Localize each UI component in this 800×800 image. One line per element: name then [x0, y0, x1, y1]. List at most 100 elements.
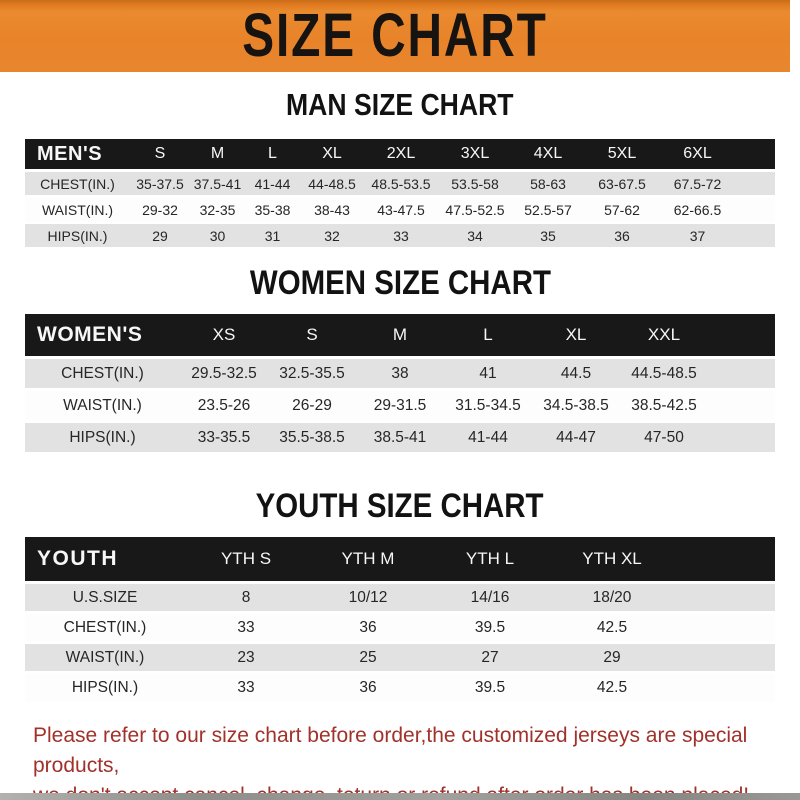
- youth-size-col: YTH L: [429, 537, 551, 581]
- women-heading-text: WOMEN SIZE CHART: [249, 263, 551, 302]
- ussize-value: 14/16: [429, 584, 551, 611]
- hips-value: 39.5: [429, 674, 551, 701]
- men-hips-row: HIPS(IN.) 29 30 31 32 33 34 35 36 37: [25, 224, 775, 247]
- chest-value: 39.5: [429, 614, 551, 641]
- ussize-value: 18/20: [551, 584, 673, 611]
- waist-value: 23: [185, 644, 307, 671]
- chest-value: 37.5-41: [190, 172, 245, 195]
- hips-value: 31: [245, 224, 300, 247]
- chest-value: 44.5: [532, 359, 620, 388]
- women-size-col: L: [444, 314, 532, 356]
- men-waist-row: WAIST(IN.) 29-32 32-35 35-38 38-43 43-47…: [25, 198, 775, 221]
- row-label: WAIST(IN.): [25, 391, 180, 420]
- footer-line-1: Please refer to our size chart before or…: [33, 724, 748, 777]
- filler-cell: [708, 423, 775, 452]
- men-header-row: MEN'S S M L XL 2XL 3XL 4XL 5XL 6XL: [25, 139, 775, 169]
- chest-value: 36: [307, 614, 429, 641]
- waist-value: 29-32: [130, 198, 190, 221]
- hips-value: 37: [660, 224, 735, 247]
- women-size-col: XXL: [620, 314, 708, 356]
- hips-value: 35: [512, 224, 584, 247]
- women-size-table: WOMEN'S XS S M L XL XXL CHEST(IN.) 29.5-…: [25, 311, 775, 455]
- women-header-row: WOMEN'S XS S M L XL XXL: [25, 314, 775, 356]
- youth-ussize-row: U.S.SIZE 8 10/12 14/16 18/20: [25, 584, 775, 611]
- waist-value: 38.5-42.5: [620, 391, 708, 420]
- waist-value: 38-43: [300, 198, 364, 221]
- filler-cell: [735, 172, 775, 195]
- women-table-title: WOMEN'S: [25, 314, 180, 356]
- men-size-col: XL: [300, 139, 364, 169]
- filler-cell: [708, 391, 775, 420]
- waist-value: 29: [551, 644, 673, 671]
- youth-size-col: YTH S: [185, 537, 307, 581]
- row-label: HIPS(IN.): [25, 423, 180, 452]
- chest-value: 48.5-53.5: [364, 172, 438, 195]
- chest-value: 41-44: [245, 172, 300, 195]
- hips-value: 38.5-41: [356, 423, 444, 452]
- men-size-col: 6XL: [660, 139, 735, 169]
- row-label: WAIST(IN.): [25, 198, 130, 221]
- row-label: CHEST(IN.): [25, 359, 180, 388]
- chest-value: 58-63: [512, 172, 584, 195]
- filler-cell: [735, 198, 775, 221]
- chest-value: 41: [444, 359, 532, 388]
- chest-value: 32.5-35.5: [268, 359, 356, 388]
- chest-value: 53.5-58: [438, 172, 512, 195]
- waist-value: 34.5-38.5: [532, 391, 620, 420]
- hips-value: 44-47: [532, 423, 620, 452]
- row-label: CHEST(IN.): [25, 172, 130, 195]
- hips-value: 33: [364, 224, 438, 247]
- hips-value: 36: [307, 674, 429, 701]
- bottom-border: [0, 793, 800, 800]
- women-waist-row: WAIST(IN.) 23.5-26 26-29 29-31.5 31.5-34…: [25, 391, 775, 420]
- chest-value: 44.5-48.5: [620, 359, 708, 388]
- page-title: SIZE CHART: [242, 1, 548, 71]
- hips-value: 47-50: [620, 423, 708, 452]
- youth-hips-row: HIPS(IN.) 33 36 39.5 42.5: [25, 674, 775, 701]
- youth-size-col: YTH M: [307, 537, 429, 581]
- waist-value: 43-47.5: [364, 198, 438, 221]
- waist-value: 52.5-57: [512, 198, 584, 221]
- women-section-heading: WOMEN SIZE CHART: [0, 263, 800, 302]
- filler-cell: [708, 359, 775, 388]
- hips-value: 29: [130, 224, 190, 247]
- filler-cell: [735, 139, 775, 169]
- filler-cell: [673, 674, 775, 701]
- waist-value: 62-66.5: [660, 198, 735, 221]
- row-label: HIPS(IN.): [25, 224, 130, 247]
- filler-cell: [673, 614, 775, 641]
- youth-size-col: YTH XL: [551, 537, 673, 581]
- women-size-col: XS: [180, 314, 268, 356]
- men-size-col: 3XL: [438, 139, 512, 169]
- men-size-col: 2XL: [364, 139, 438, 169]
- youth-table-title: YOUTH: [25, 537, 185, 581]
- hips-value: 35.5-38.5: [268, 423, 356, 452]
- youth-size-table: YOUTH YTH S YTH M YTH L YTH XL U.S.SIZE …: [25, 534, 775, 704]
- chest-value: 42.5: [551, 614, 673, 641]
- footer-note: Please refer to our size chart before or…: [0, 721, 800, 800]
- hips-value: 36: [584, 224, 660, 247]
- filler-cell: [673, 584, 775, 611]
- man-section-heading: MAN SIZE CHART: [0, 87, 800, 122]
- men-size-col: 4XL: [512, 139, 584, 169]
- men-table-title: MEN'S: [25, 139, 130, 169]
- waist-value: 32-35: [190, 198, 245, 221]
- row-label: WAIST(IN.): [25, 644, 185, 671]
- waist-value: 31.5-34.5: [444, 391, 532, 420]
- waist-value: 27: [429, 644, 551, 671]
- chest-value: 38: [356, 359, 444, 388]
- hips-value: 33-35.5: [180, 423, 268, 452]
- youth-waist-row: WAIST(IN.) 23 25 27 29: [25, 644, 775, 671]
- chest-value: 63-67.5: [584, 172, 660, 195]
- men-chest-row: CHEST(IN.) 35-37.5 37.5-41 41-44 44-48.5…: [25, 172, 775, 195]
- row-label: U.S.SIZE: [25, 584, 185, 611]
- women-hips-row: HIPS(IN.) 33-35.5 35.5-38.5 38.5-41 41-4…: [25, 423, 775, 452]
- chest-value: 35-37.5: [130, 172, 190, 195]
- filler-cell: [673, 537, 775, 581]
- men-size-col: S: [130, 139, 190, 169]
- filler-cell: [673, 644, 775, 671]
- chest-value: 67.5-72: [660, 172, 735, 195]
- waist-value: 23.5-26: [180, 391, 268, 420]
- banner: SIZE CHART: [0, 0, 790, 72]
